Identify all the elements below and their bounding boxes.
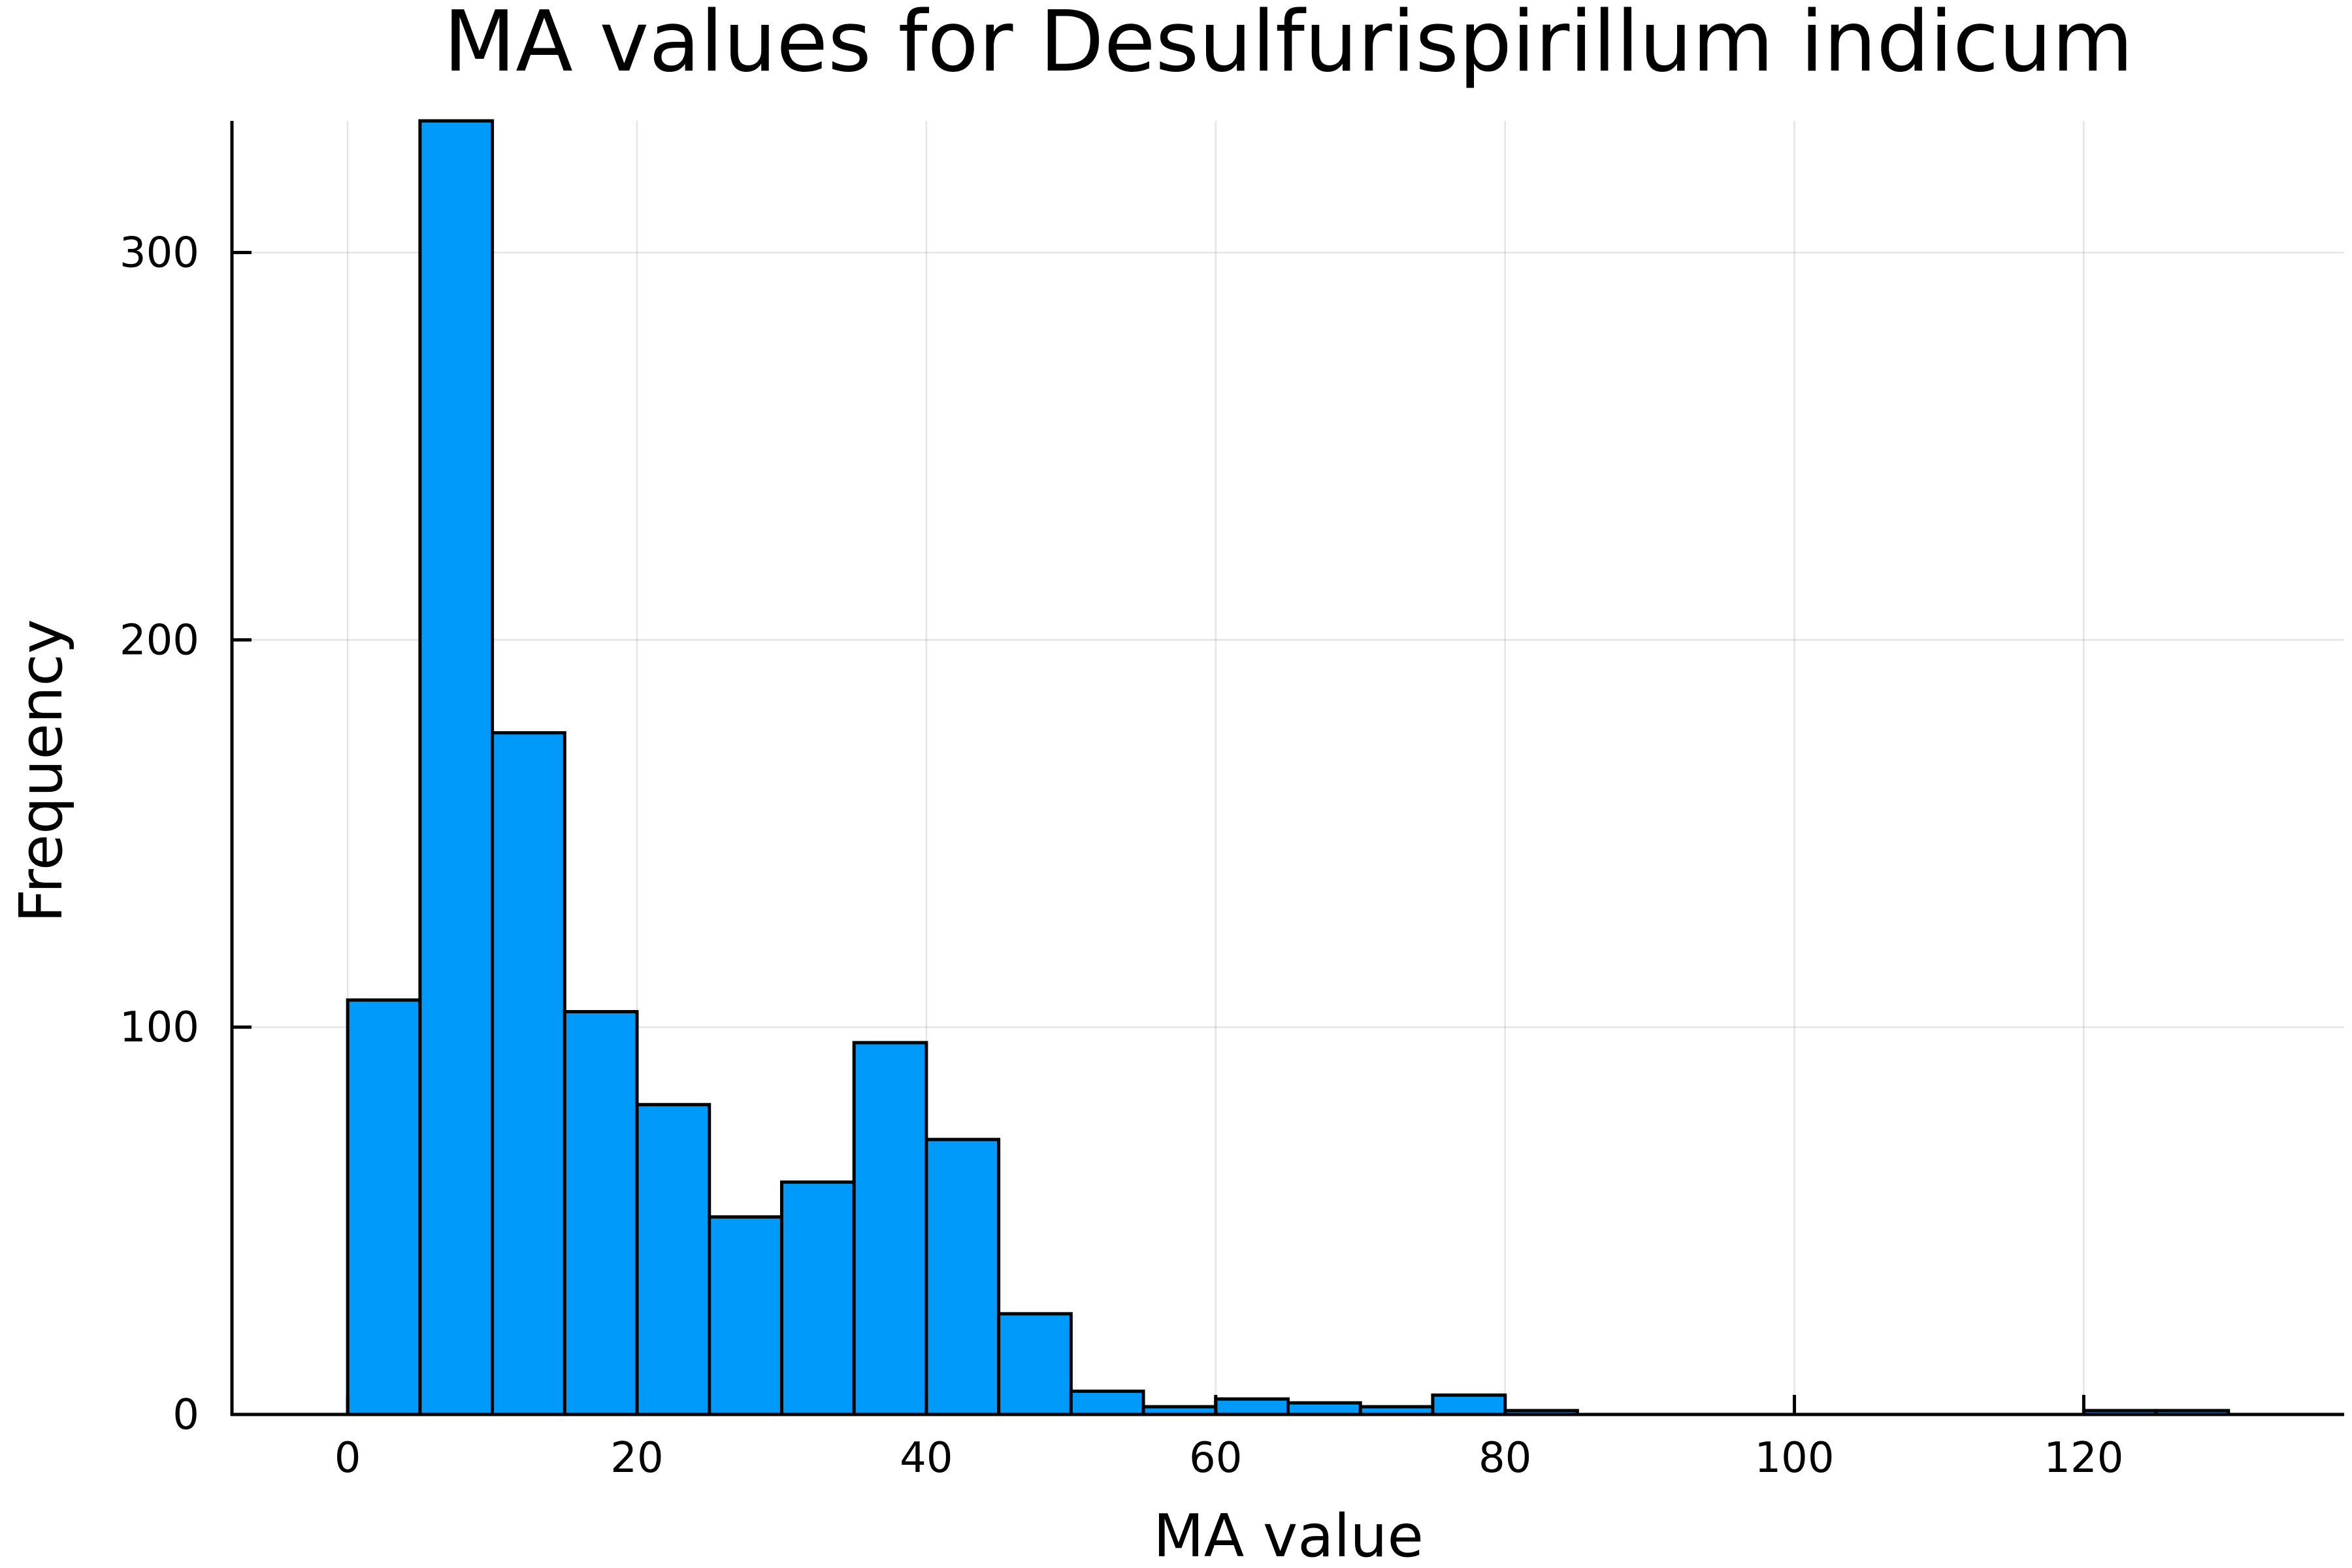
y-axis-label: Frequency	[7, 619, 76, 923]
histogram-bar	[1286, 1401, 1362, 1416]
x-tick-label: 20	[610, 1434, 663, 1482]
ticks-layer: 0 20 40 60 80 100 120 0 100 200 300	[120, 229, 2124, 1482]
axes-layer	[230, 121, 2344, 1416]
x-tick-label: 40	[900, 1434, 953, 1482]
x-tick-label: 100	[1754, 1434, 1834, 1482]
histogram-bar	[1214, 1397, 1290, 1416]
x-tick-label: 60	[1189, 1434, 1242, 1482]
x-tick-label: 0	[335, 1434, 361, 1482]
histogram-bar	[635, 1103, 711, 1416]
histogram-bar	[997, 1312, 1073, 1416]
histogram-bar	[852, 1041, 928, 1416]
histogram-bar	[491, 731, 566, 1416]
y-tick-label: 100	[120, 1004, 199, 1052]
y-tick-label: 0	[172, 1391, 199, 1439]
histogram-bar	[563, 1009, 639, 1416]
histogram-bar	[779, 1180, 856, 1416]
bars-layer	[346, 119, 2230, 1416]
histogram-bar	[346, 998, 422, 1416]
histogram-bar	[1431, 1393, 1507, 1416]
histogram-bar	[1069, 1389, 1145, 1416]
x-axis-label: MA value	[1153, 1502, 1424, 1568]
y-tick-label: 200	[120, 616, 199, 664]
histogram-bar	[418, 119, 495, 1416]
chart-title: MA values for Desulfurispirillum indicum	[444, 0, 2133, 91]
histogram-bar	[924, 1137, 1001, 1416]
histogram-bar	[708, 1215, 783, 1416]
x-tick-label: 120	[2044, 1434, 2123, 1482]
x-tick-label: 80	[1478, 1434, 1531, 1482]
y-tick-label: 300	[120, 229, 199, 278]
